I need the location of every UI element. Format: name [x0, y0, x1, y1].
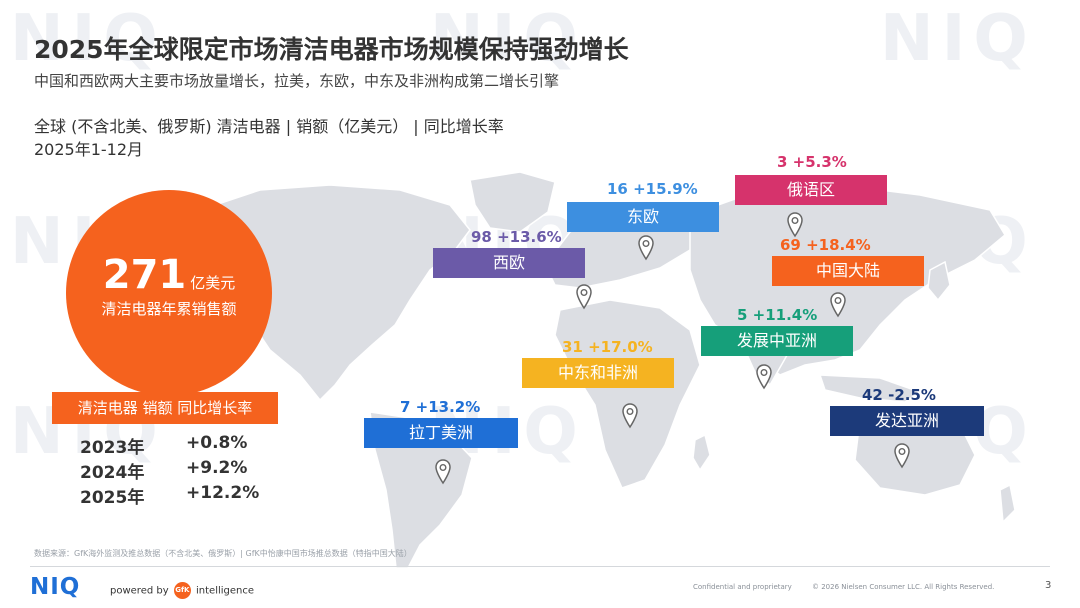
region-label: 西欧: [433, 248, 585, 278]
total-sales-value-line: 271 亿美元: [66, 252, 272, 298]
gfk-logo-icon: GfK: [173, 582, 191, 599]
watermark-text: NIQ: [430, 2, 586, 76]
growth-year: 2023年: [80, 438, 145, 458]
growth-year: 2024年: [80, 463, 145, 483]
region-label: 俄语区: [735, 175, 887, 205]
copyright-note: © 2026 Nielsen Consumer LLC. All Rights …: [812, 583, 995, 591]
region-middle-east-africa: 31 +17.0% 中东和非洲: [522, 338, 674, 390]
continent-africa: [554, 299, 701, 489]
region-developed-asia: 42 -2.5% 发达亚洲: [830, 386, 984, 438]
total-sales-value: 271: [102, 252, 187, 298]
map-pin-icon: [638, 235, 654, 261]
data-period: 2025年1-12月: [34, 140, 144, 159]
continent-se-asia: [818, 374, 922, 403]
growth-row: 2024年 +9.2%: [52, 455, 278, 483]
region-label: 中东和非洲: [522, 358, 674, 388]
region-label: 发展中亚洲: [701, 326, 853, 356]
region-stat: 7 +13.2%: [400, 398, 481, 416]
growth-value: +9.2%: [186, 458, 248, 478]
footer-divider: [30, 566, 1050, 567]
watermark-text: NIQ: [10, 2, 166, 76]
growth-table: 清洁电器 销额 同比增长率 2023年 +0.8% 2024年 +9.2% 20…: [52, 392, 278, 508]
map-pin-icon: [576, 284, 592, 310]
region-label: 中国大陆: [772, 256, 924, 286]
total-sales-unit: 亿美元: [190, 274, 236, 292]
data-source-note: 数据来源：GfK海外监测及推总数据（不含北美、俄罗斯）| GfK中怡康中国市场推…: [34, 549, 412, 558]
region-developing-asia: 5 +11.4% 发展中亚洲: [701, 306, 853, 358]
intelligence-text: intelligence: [196, 585, 255, 597]
total-sales-label: 清洁电器年累销售额: [101, 300, 237, 318]
map-pin-icon: [787, 212, 803, 238]
growth-year: 2025年: [80, 488, 145, 508]
region-stat: 16 +15.9%: [607, 180, 698, 198]
page-number: 3: [1045, 580, 1052, 591]
region-label: 发达亚洲: [830, 406, 984, 436]
map-pin-icon: [756, 364, 772, 390]
map-pin-icon: [830, 292, 846, 318]
powered-by: powered by GfK intelligence: [110, 582, 254, 599]
continent-madagascar: [692, 433, 711, 472]
total-sales-circle: 271 亿美元 清洁电器年累销售额: [66, 190, 272, 396]
region-label: 东欧: [567, 202, 719, 232]
niq-logo: NIQ: [30, 574, 81, 600]
watermark-text: NIQ: [880, 2, 1036, 76]
region-stat: 98 +13.6%: [471, 228, 562, 246]
region-stat: 5 +11.4%: [737, 306, 818, 324]
page-subtitle: 中国和西欧两大主要市场放量增长，拉美，东欧，中东及非洲构成第二增长引擎: [34, 72, 560, 90]
map-pin-icon: [435, 459, 451, 485]
region-stat: 3 +5.3%: [777, 153, 847, 171]
region-western-europe: 98 +13.6% 西欧: [433, 228, 585, 280]
region-russian-speaking: 3 +5.3% 俄语区: [735, 153, 887, 205]
continent-japan: [927, 260, 951, 302]
confidential-note: Confidential and proprietary: [693, 583, 792, 591]
region-eastern-europe: 16 +15.9% 东欧: [567, 180, 719, 232]
growth-row: 2023年 +0.8%: [52, 430, 278, 458]
growth-value: +0.8%: [186, 433, 248, 453]
growth-value: +12.2%: [186, 483, 260, 503]
region-label: 拉丁美洲: [364, 418, 518, 448]
continent-new-zealand: [999, 483, 1016, 524]
region-stat: 42 -2.5%: [862, 386, 936, 404]
region-china-mainland: 69 +18.4% 中国大陆: [772, 236, 924, 288]
region-stat: 31 +17.0%: [562, 338, 653, 356]
growth-row: 2025年 +12.2%: [52, 480, 278, 508]
region-stat: 69 +18.4%: [780, 236, 871, 254]
continent-greenland: [469, 171, 556, 233]
map-pin-icon: [894, 443, 910, 469]
map-pin-icon: [622, 403, 638, 429]
powered-by-text: powered by: [110, 585, 169, 597]
data-scope: 全球 (不含北美、俄罗斯) 清洁电器 | 销额（亿美元） | 同比增长率: [34, 117, 504, 136]
page-title: 2025年全球限定市场清洁电器市场规模保持强劲增长: [34, 35, 629, 64]
region-latin-america: 7 +13.2% 拉丁美洲: [364, 398, 518, 450]
growth-table-header: 清洁电器 销额 同比增长率: [52, 392, 278, 424]
